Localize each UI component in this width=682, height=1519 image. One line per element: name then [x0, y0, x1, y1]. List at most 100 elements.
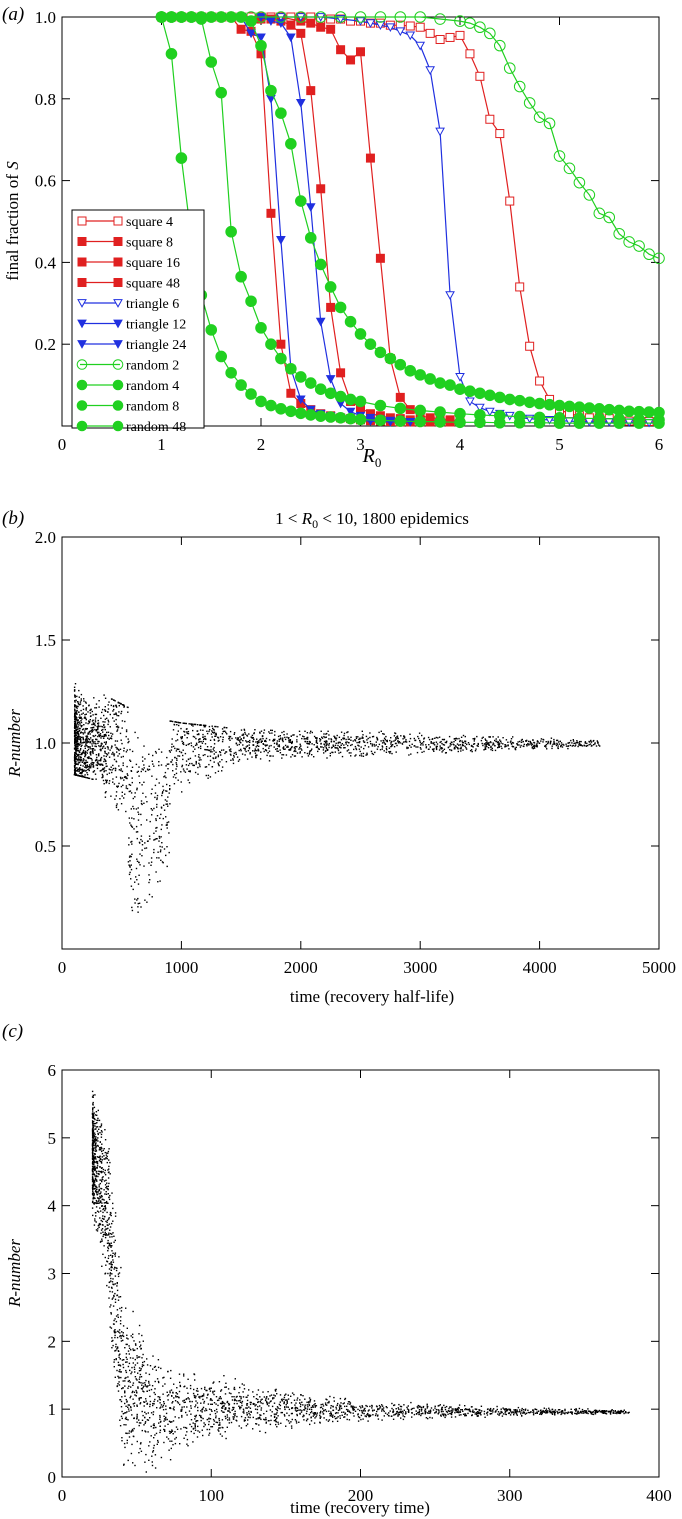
scatter-point	[125, 1418, 128, 1420]
scatter-point	[272, 738, 275, 741]
scatter-point	[199, 745, 202, 747]
scatter-point	[217, 763, 220, 766]
scatter-point	[304, 1398, 306, 1400]
scatter-point	[228, 1422, 230, 1424]
scatter-point	[228, 735, 230, 738]
scatter-point	[88, 741, 90, 743]
scatter-point	[115, 791, 118, 793]
scatter-point	[135, 831, 138, 833]
scatter-point	[236, 744, 239, 746]
scatter-point	[258, 1424, 260, 1426]
scatter-point	[104, 1209, 106, 1212]
scatter-point	[298, 1409, 300, 1411]
scatter-point	[322, 1408, 324, 1410]
scatter-point	[80, 748, 82, 750]
scatter-point	[136, 787, 138, 789]
scatter-point	[592, 1413, 595, 1416]
scatter-point	[114, 1334, 116, 1337]
scatter-point	[374, 751, 376, 754]
scatter-point	[390, 737, 392, 739]
scatter-point	[82, 776, 85, 778]
scatter-point	[326, 749, 329, 751]
scatter-point	[450, 1416, 453, 1418]
scatter-point	[188, 770, 190, 772]
scatter-point	[359, 1405, 361, 1408]
panel-a-x-tick-label: 5	[555, 435, 564, 454]
scatter-point	[347, 731, 349, 733]
scatter-point	[215, 1421, 217, 1423]
scatter-point	[523, 1412, 526, 1414]
scatter-point	[212, 1390, 214, 1393]
scatter-point	[75, 763, 77, 765]
scatter-point	[212, 757, 215, 760]
scatter-point	[473, 743, 476, 745]
scatter-point	[80, 736, 83, 739]
scatter-point	[268, 760, 271, 762]
data-point-random-4	[623, 405, 635, 418]
scatter-point	[556, 739, 559, 742]
scatter-point	[112, 778, 114, 780]
scatter-point	[86, 752, 88, 754]
scatter-point	[197, 1425, 199, 1428]
scatter-point	[159, 1425, 161, 1427]
scatter-point	[436, 745, 438, 748]
scatter-point	[96, 1161, 99, 1163]
panel-b-x-tick-label: 1000	[164, 958, 198, 977]
scatter-point	[106, 1182, 108, 1184]
scatter-point	[215, 735, 217, 737]
scatter-point	[186, 1443, 188, 1445]
scatter-point	[160, 1456, 163, 1459]
legend-marker-random-48	[76, 420, 88, 432]
scatter-point	[302, 735, 304, 737]
scatter-point	[94, 1133, 96, 1136]
scatter-point	[158, 761, 160, 763]
scatter-point	[125, 785, 128, 787]
scatter-point	[239, 736, 241, 738]
scatter-point	[154, 750, 157, 753]
scatter-point	[390, 745, 392, 748]
data-point-random-48	[553, 417, 566, 429]
scatter-point	[82, 733, 85, 735]
scatter-point	[127, 774, 129, 777]
scatter-point	[545, 743, 548, 746]
scatter-point	[156, 797, 158, 799]
scatter-point	[119, 1307, 121, 1310]
scatter-point	[121, 727, 123, 729]
scatter-point	[104, 747, 106, 749]
scatter-point	[177, 1402, 180, 1404]
scatter-point	[467, 742, 470, 744]
scatter-point	[154, 1467, 157, 1469]
data-point-random-2	[513, 80, 526, 93]
scatter-point	[114, 713, 116, 715]
scatter-point	[171, 1440, 173, 1442]
legend-marker-random-8	[112, 400, 124, 411]
scatter-point	[543, 1410, 545, 1413]
scatter-point	[497, 745, 500, 747]
scatter-point	[240, 1415, 243, 1418]
scatter-point	[375, 741, 377, 743]
scatter-point	[226, 1414, 228, 1416]
scatter-point	[470, 745, 473, 747]
scatter-point	[328, 746, 330, 749]
scatter-point	[300, 1411, 303, 1413]
scatter-point	[394, 732, 396, 734]
legend-marker-triangle-24	[77, 340, 87, 349]
scatter-point	[205, 766, 208, 768]
data-point-random-4	[225, 11, 237, 23]
scatter-point	[89, 721, 91, 723]
scatter-point	[74, 718, 76, 721]
scatter-point	[248, 1406, 250, 1408]
scatter-point	[136, 879, 138, 881]
scatter-point	[240, 742, 242, 744]
scatter-point	[212, 748, 214, 750]
scatter-point	[429, 1416, 431, 1419]
scatter-point	[108, 1234, 110, 1236]
scatter-point	[100, 1162, 103, 1164]
scatter-point	[347, 1409, 349, 1411]
data-point-random-8	[304, 377, 317, 389]
scatter-point	[549, 743, 552, 745]
scatter-point	[240, 738, 242, 741]
data-point-random-8	[324, 387, 337, 400]
scatter-point	[347, 1410, 349, 1412]
data-point-random-2	[613, 227, 626, 240]
